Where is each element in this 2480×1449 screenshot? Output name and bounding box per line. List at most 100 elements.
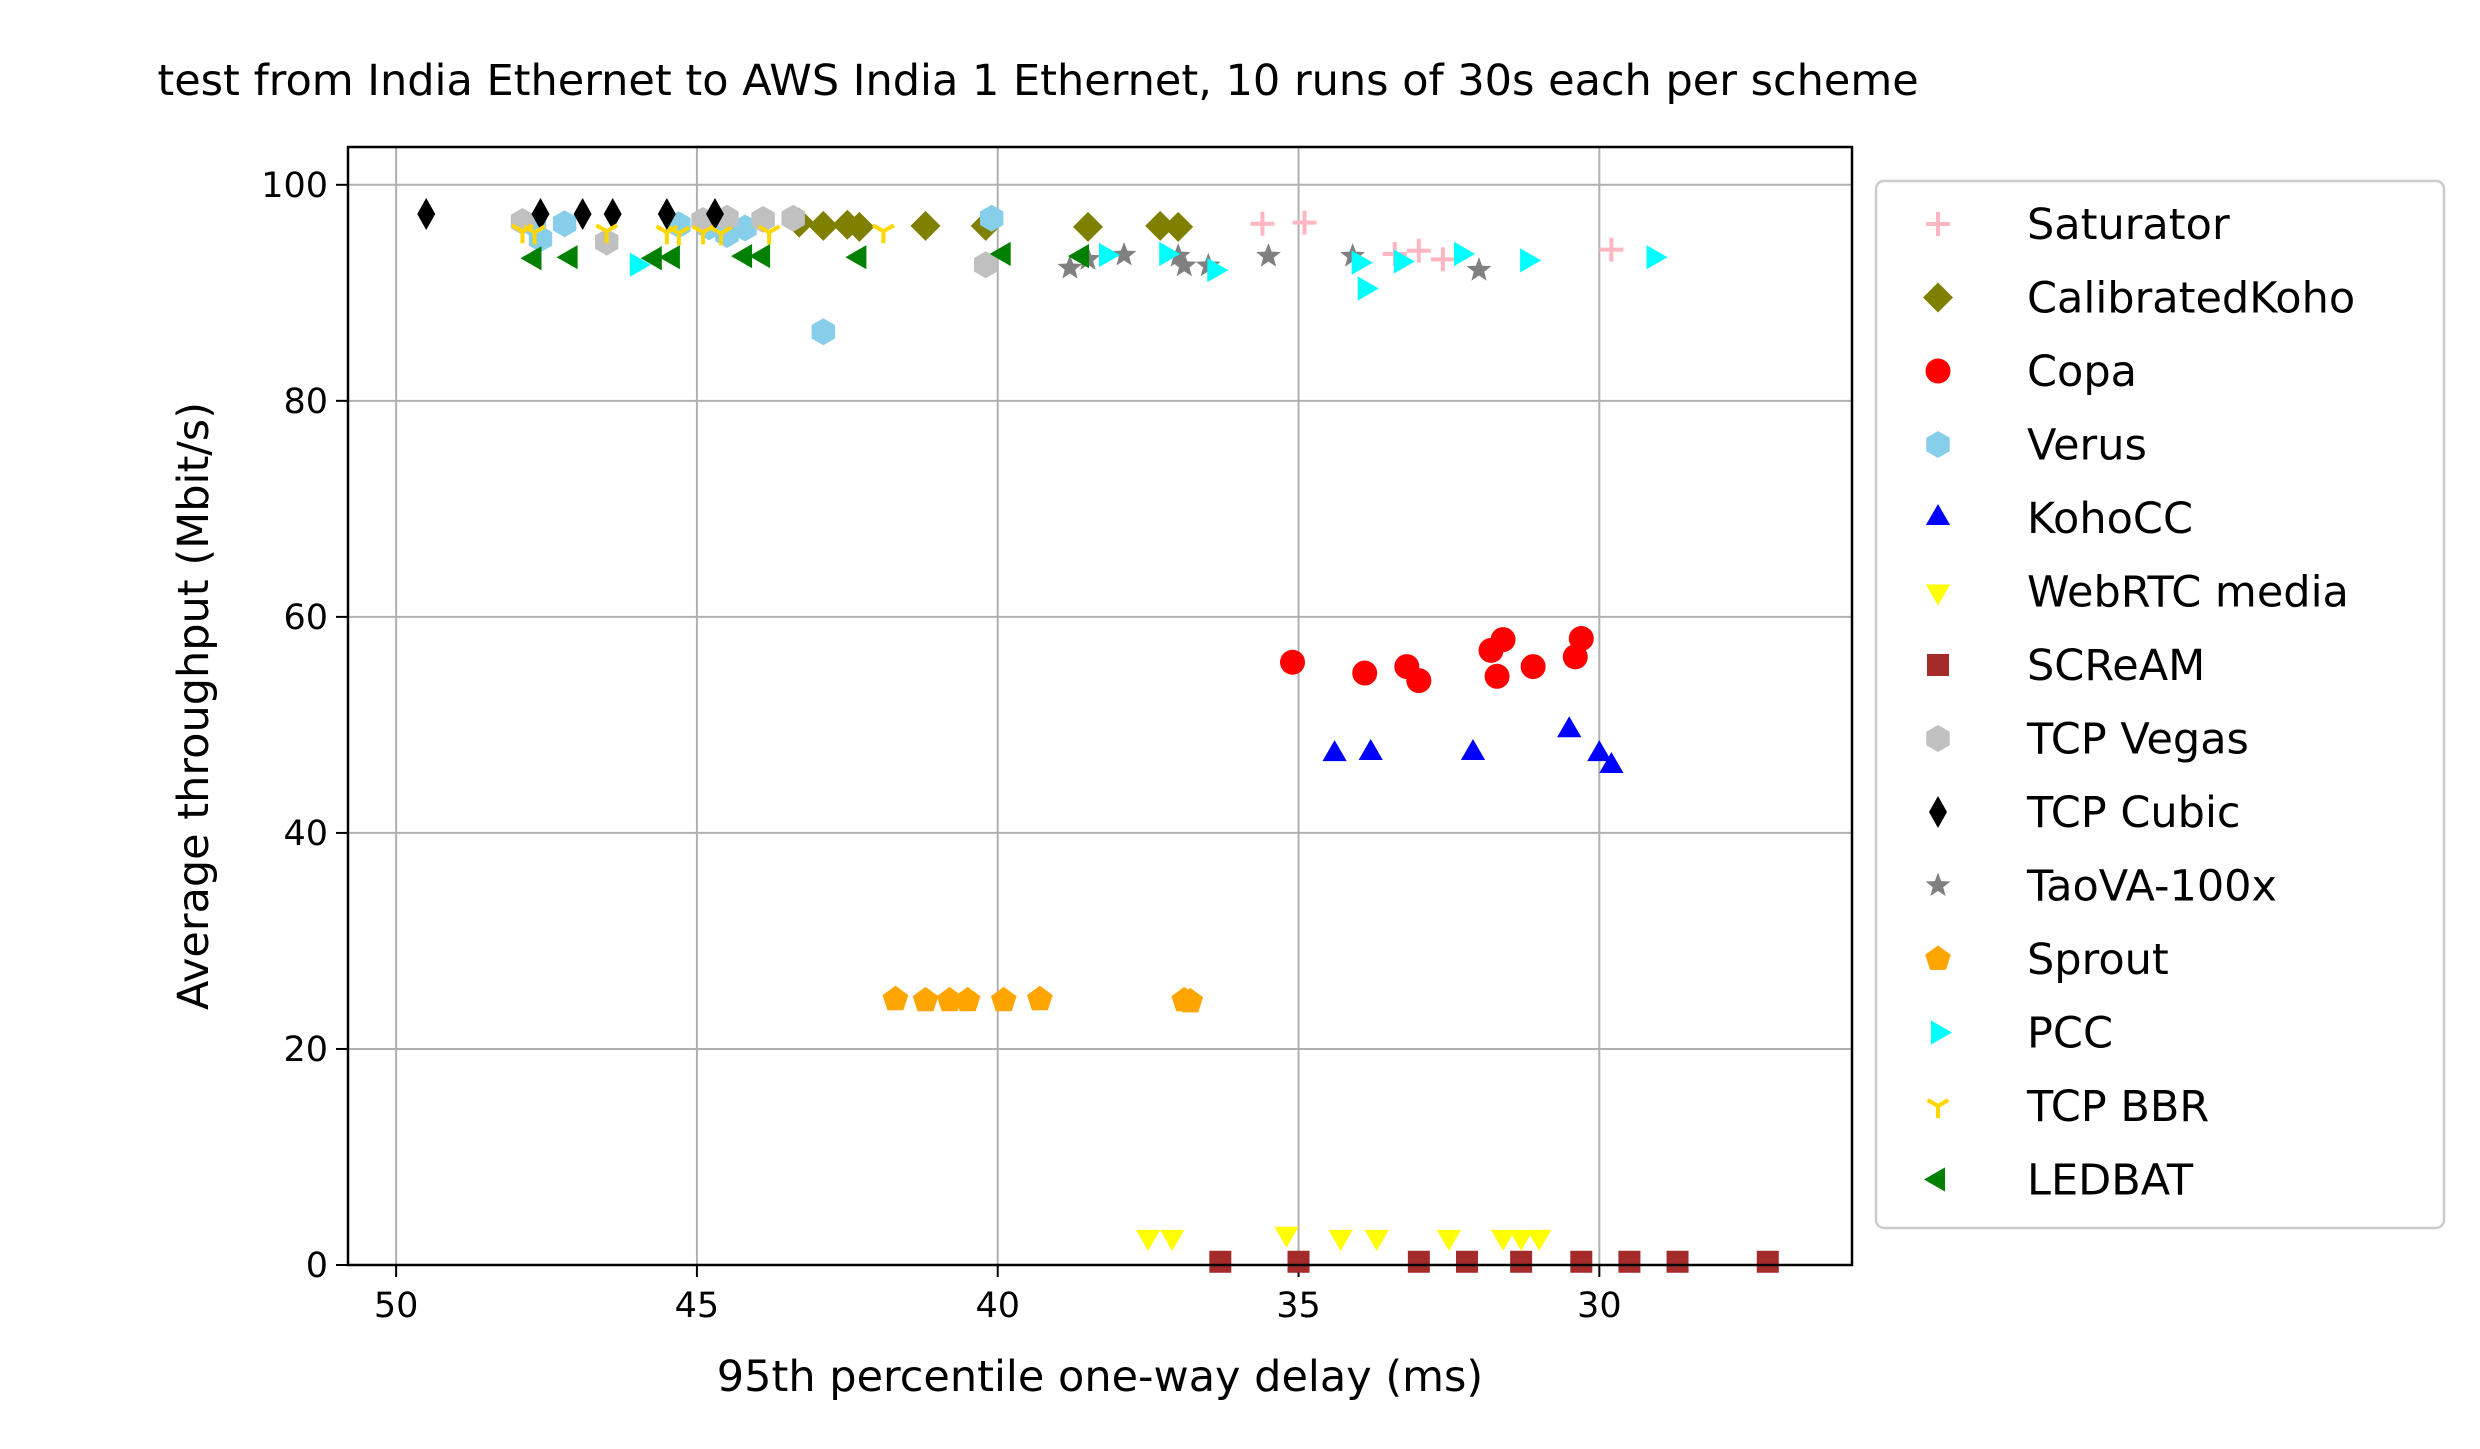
data-point [1666, 1250, 1689, 1273]
data-point [667, 225, 691, 246]
legend-label: TaoVA-100x [2026, 862, 2277, 912]
legend-label: Saturator [2027, 200, 2230, 250]
data-point [1274, 1226, 1299, 1248]
data-point [640, 246, 662, 271]
y-tick-label: 20 [283, 1030, 328, 1070]
data-point [1756, 1250, 1779, 1273]
data-point [520, 246, 542, 271]
data-point [912, 986, 939, 1012]
data-point [1250, 211, 1275, 236]
data-point [657, 197, 676, 230]
data-point [1352, 660, 1378, 686]
data-point [990, 986, 1017, 1012]
data-point [1073, 211, 1103, 242]
legend-frame [1874, 179, 2446, 1230]
data-point [980, 204, 1004, 232]
data-point [603, 197, 622, 230]
axis-ticks: 50 45 40 35 30 0 20 40 60 80 100 [261, 166, 1621, 1326]
legend-marker [1923, 282, 1953, 313]
data-point [1490, 1229, 1516, 1251]
legend-item: TCP BBR [1926, 1082, 2209, 1132]
data-point [595, 223, 619, 244]
data-point [910, 210, 941, 241]
data-point [1292, 210, 1317, 235]
series-pcc [629, 241, 1668, 301]
data-point [1111, 242, 1137, 266]
series-scream [1209, 1250, 1779, 1273]
data-point [552, 210, 577, 238]
data-point [808, 210, 839, 241]
x-tick-label: 30 [1577, 1286, 1622, 1326]
data-point [1136, 1229, 1161, 1251]
legend-marker [1925, 945, 1951, 970]
legend-label: Sprout [2027, 935, 2169, 985]
data-point [1358, 739, 1383, 760]
legend-label: TCP Vegas [2026, 715, 2249, 765]
data-point [1599, 237, 1624, 262]
data-point [1207, 258, 1229, 283]
legend: Saturator CalibratedKoho Copa Verus KohoCC We… [1874, 179, 2446, 1230]
legend-marker [1925, 872, 1951, 896]
data-point [1068, 244, 1089, 269]
data-point [1466, 257, 1492, 281]
data-point [629, 252, 651, 277]
legend-item: Saturator [1926, 200, 2230, 250]
data-point [1520, 248, 1542, 273]
x-tick-label: 45 [675, 1286, 720, 1326]
data-point [523, 224, 546, 245]
legend-item: TCP Cubic [1929, 788, 2241, 838]
legend-item: SCReAM [1927, 641, 2205, 691]
data-point [1570, 1250, 1593, 1273]
data-point [1099, 242, 1120, 268]
legend-label: SCReAM [2027, 641, 2205, 691]
legend-label: LEDBAT [2027, 1156, 2194, 1206]
series-copa [1280, 625, 1594, 694]
data-point [844, 211, 875, 242]
data-point [573, 197, 592, 230]
legend-marker [1926, 431, 1950, 458]
data-point [781, 204, 805, 232]
data-point [731, 244, 753, 269]
legend-item: PCC [1931, 1009, 2113, 1059]
x-tick-label: 35 [1276, 1286, 1321, 1326]
legend-item: WebRTC media [1925, 568, 2349, 618]
data-point [658, 245, 680, 270]
data-point [417, 197, 436, 230]
legend-marker [1927, 654, 1949, 676]
legend-item: LEDBAT [1924, 1156, 2194, 1206]
data-point [1527, 1229, 1552, 1251]
data-point [1436, 1229, 1462, 1251]
data-point [556, 245, 578, 270]
data-point [705, 197, 724, 230]
data-point [1568, 625, 1594, 651]
data-point [1171, 252, 1197, 277]
data-point [1393, 249, 1415, 274]
data-point [811, 318, 835, 346]
series-calibratedkoho [784, 207, 1194, 242]
legend-marker [1925, 358, 1951, 384]
data-point [1509, 1229, 1534, 1251]
data-point [1484, 663, 1510, 689]
legend-marker [1926, 1098, 1950, 1118]
data-point [1490, 627, 1516, 653]
legend-item: TCP Vegas [1926, 715, 2249, 765]
data-point [845, 245, 867, 270]
plot-area-frame [346, 145, 1854, 1267]
data-point [1163, 211, 1194, 242]
data-point [1646, 245, 1668, 270]
series-tcp-cubic [417, 197, 724, 230]
data-point [1454, 241, 1475, 267]
series-sprout [882, 985, 1204, 1013]
legend-item: Sprout [1925, 935, 2169, 985]
y-tick-label: 40 [283, 814, 328, 854]
data-point [1510, 1250, 1533, 1273]
legend-label: TCP BBR [2026, 1082, 2209, 1132]
data-point [1406, 238, 1431, 263]
data-point [1587, 740, 1612, 762]
legend-marker [1926, 725, 1950, 752]
legend-marker [1925, 504, 1951, 525]
legend-marker [1926, 212, 1950, 236]
grid-lines [348, 147, 1852, 1266]
data-point [1407, 1250, 1430, 1273]
